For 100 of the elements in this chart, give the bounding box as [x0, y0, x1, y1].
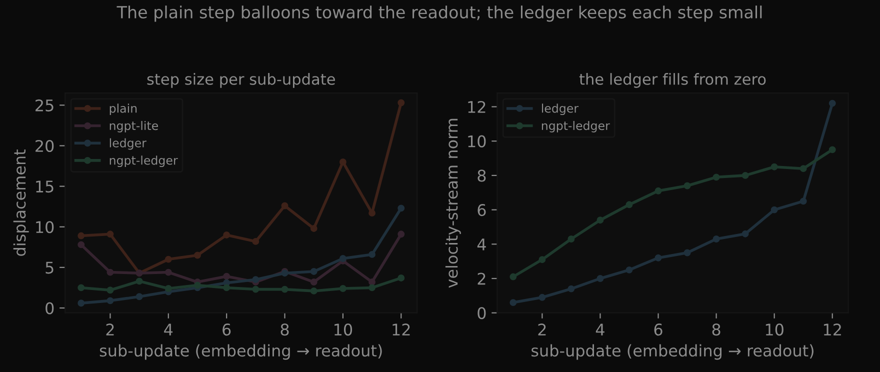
point — [106, 268, 114, 276]
point — [800, 165, 807, 172]
chart-title: the ledger fills from zero — [579, 73, 766, 88]
point — [252, 286, 260, 293]
point — [596, 216, 604, 224]
legend-label: ngpt-lite — [110, 120, 158, 132]
point — [281, 286, 288, 293]
point — [368, 250, 376, 258]
y-tick-label: 0 — [478, 307, 486, 320]
y-tick-label: 10 — [36, 221, 54, 234]
point — [281, 202, 288, 210]
point — [339, 158, 346, 166]
y-tick-label: 6 — [478, 204, 486, 216]
point — [78, 300, 85, 307]
y-tick-label: 20 — [36, 140, 54, 152]
point — [742, 230, 749, 238]
x-tick-label: 2 — [106, 324, 114, 336]
point — [78, 241, 85, 248]
point — [223, 232, 230, 238]
point — [596, 275, 604, 282]
point — [626, 266, 633, 274]
point — [252, 238, 260, 245]
point — [310, 268, 318, 275]
point — [368, 210, 376, 217]
point — [398, 274, 405, 282]
point — [828, 146, 836, 154]
point — [568, 236, 575, 242]
point — [106, 297, 114, 304]
text: The plain step balloons toward the readout; the ledger keeps each step small — [116, 6, 762, 22]
point — [194, 252, 201, 259]
y-axis-title: displacement — [13, 149, 29, 256]
point — [78, 232, 85, 240]
x-tick-label: 12 — [824, 324, 841, 336]
x-axis-title: sub-update (embedding → readout) — [100, 344, 382, 360]
point — [164, 268, 172, 276]
y-tick-label: 2 — [478, 272, 486, 285]
point — [252, 276, 260, 284]
point — [106, 286, 114, 294]
y-tick-label: 15 — [36, 180, 54, 193]
point — [194, 282, 201, 289]
x-tick-label: 6 — [222, 324, 231, 336]
point — [626, 201, 633, 208]
y-tick-label: 12 — [468, 100, 486, 113]
point — [310, 225, 318, 232]
x-tick-label: 8 — [280, 324, 289, 336]
point — [223, 284, 230, 292]
point — [742, 172, 749, 179]
point — [398, 230, 405, 238]
x-tick-label: 8 — [712, 324, 720, 336]
point — [398, 99, 405, 106]
x-tick-label: 6 — [654, 324, 662, 336]
y-tick-label: 10 — [468, 135, 486, 148]
point — [568, 285, 575, 292]
point — [510, 273, 517, 280]
y-tick-label: 8 — [478, 170, 486, 182]
point — [684, 249, 691, 256]
x-tick-label: 10 — [334, 324, 352, 336]
point — [368, 278, 376, 286]
y-tick-label: 25 — [36, 99, 54, 112]
chart-title: step size per sub-update — [147, 73, 335, 88]
y-tick-label: 5 — [46, 262, 54, 274]
y-tick-label: 4 — [477, 238, 486, 250]
legend-label: ngpt-ledger — [542, 120, 610, 132]
x-tick-label: 2 — [538, 324, 546, 336]
x-tick-label: 10 — [766, 324, 784, 336]
point — [164, 256, 172, 263]
point — [368, 284, 376, 292]
point — [223, 272, 230, 280]
point — [712, 236, 720, 242]
point — [398, 204, 405, 212]
point — [339, 285, 346, 292]
point — [654, 187, 662, 194]
point — [828, 100, 836, 107]
point — [339, 255, 346, 262]
point — [310, 278, 318, 286]
x-tick-label: 4 — [596, 324, 604, 336]
point — [510, 299, 517, 306]
legend-label: plain — [110, 104, 137, 116]
x-axis-title: sub-update (embedding → readout) — [532, 344, 814, 360]
point — [770, 206, 778, 214]
x-tick-label: 4 — [164, 324, 173, 336]
point — [654, 254, 662, 262]
point — [712, 174, 720, 181]
point — [164, 285, 172, 292]
legend-label: ngpt-ledger — [110, 156, 178, 168]
point — [538, 294, 546, 301]
point — [684, 182, 691, 190]
y-axis-title: velocity-stream norm — [445, 118, 461, 288]
point — [106, 230, 114, 238]
point — [136, 278, 143, 285]
point — [538, 256, 546, 264]
point — [310, 287, 318, 294]
point — [770, 163, 778, 170]
point — [800, 198, 807, 205]
x-tick-label: 12 — [392, 324, 410, 336]
y-tick-label: 0 — [46, 302, 54, 314]
point — [136, 293, 143, 300]
legend-label: ledger — [110, 138, 146, 150]
point — [78, 284, 85, 292]
legend-label: ledger — [542, 104, 579, 116]
